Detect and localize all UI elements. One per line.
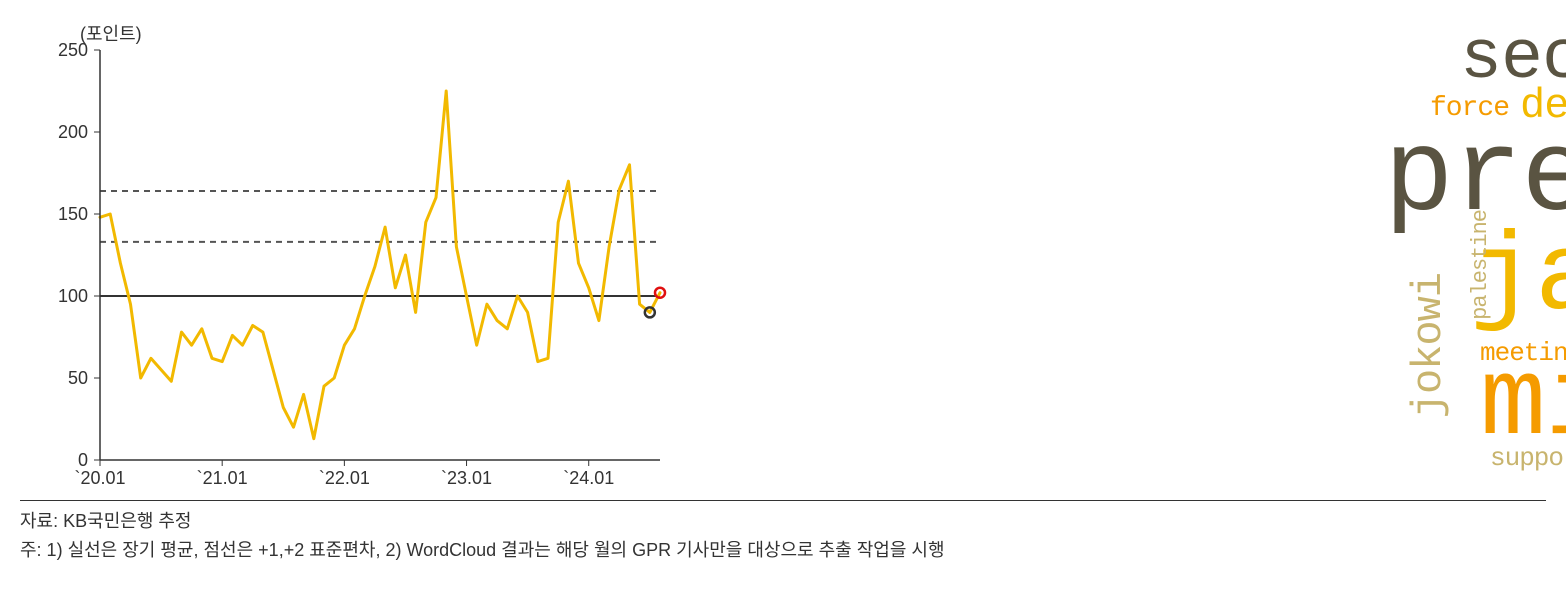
svg-text:0: 0 — [78, 450, 88, 470]
wordcloud-word: force — [1430, 95, 1509, 123]
svg-text:200: 200 — [58, 122, 88, 142]
svg-text:`20.01: `20.01 — [74, 468, 125, 488]
figure-container: (포인트) 050100150200250`20.01`21.01`22.01`… — [0, 0, 1566, 500]
svg-text:`24.01: `24.01 — [563, 468, 614, 488]
svg-text:150: 150 — [58, 204, 88, 224]
svg-text:`22.01: `22.01 — [319, 468, 370, 488]
y-axis-title: (포인트) — [80, 20, 142, 46]
wordcloud-word: support — [1490, 445, 1566, 471]
wordcloud-word: palestine — [1470, 210, 1492, 320]
note-text: 주: 1) 실선은 장기 평균, 점선은 +1,+2 표준편차, 2) Word… — [20, 536, 1546, 565]
svg-text:50: 50 — [68, 368, 88, 388]
figure-footer: 자료: KB국민은행 추정 주: 1) 실선은 장기 평균, 점선은 +1,+2… — [20, 500, 1546, 565]
wordcloud-word: jokowi — [1408, 273, 1450, 418]
wordcloud: presidentjakartaministersecurityisraelde… — [690, 0, 1566, 500]
wordcloud-word: meeting — [1480, 340, 1566, 366]
wordcloud-panel: presidentjakartaministersecurityisraelde… — [690, 0, 1566, 500]
source-text: 자료: KB국민은행 추정 — [20, 507, 1546, 536]
line-chart: 050100150200250`20.01`21.01`22.01`23.01`… — [0, 0, 690, 500]
svg-text:`23.01: `23.01 — [441, 468, 492, 488]
svg-text:`21.01: `21.01 — [197, 468, 248, 488]
line-chart-panel: (포인트) 050100150200250`20.01`21.01`22.01`… — [0, 0, 690, 500]
wordcloud-word: defense — [1520, 85, 1566, 127]
svg-text:100: 100 — [58, 286, 88, 306]
